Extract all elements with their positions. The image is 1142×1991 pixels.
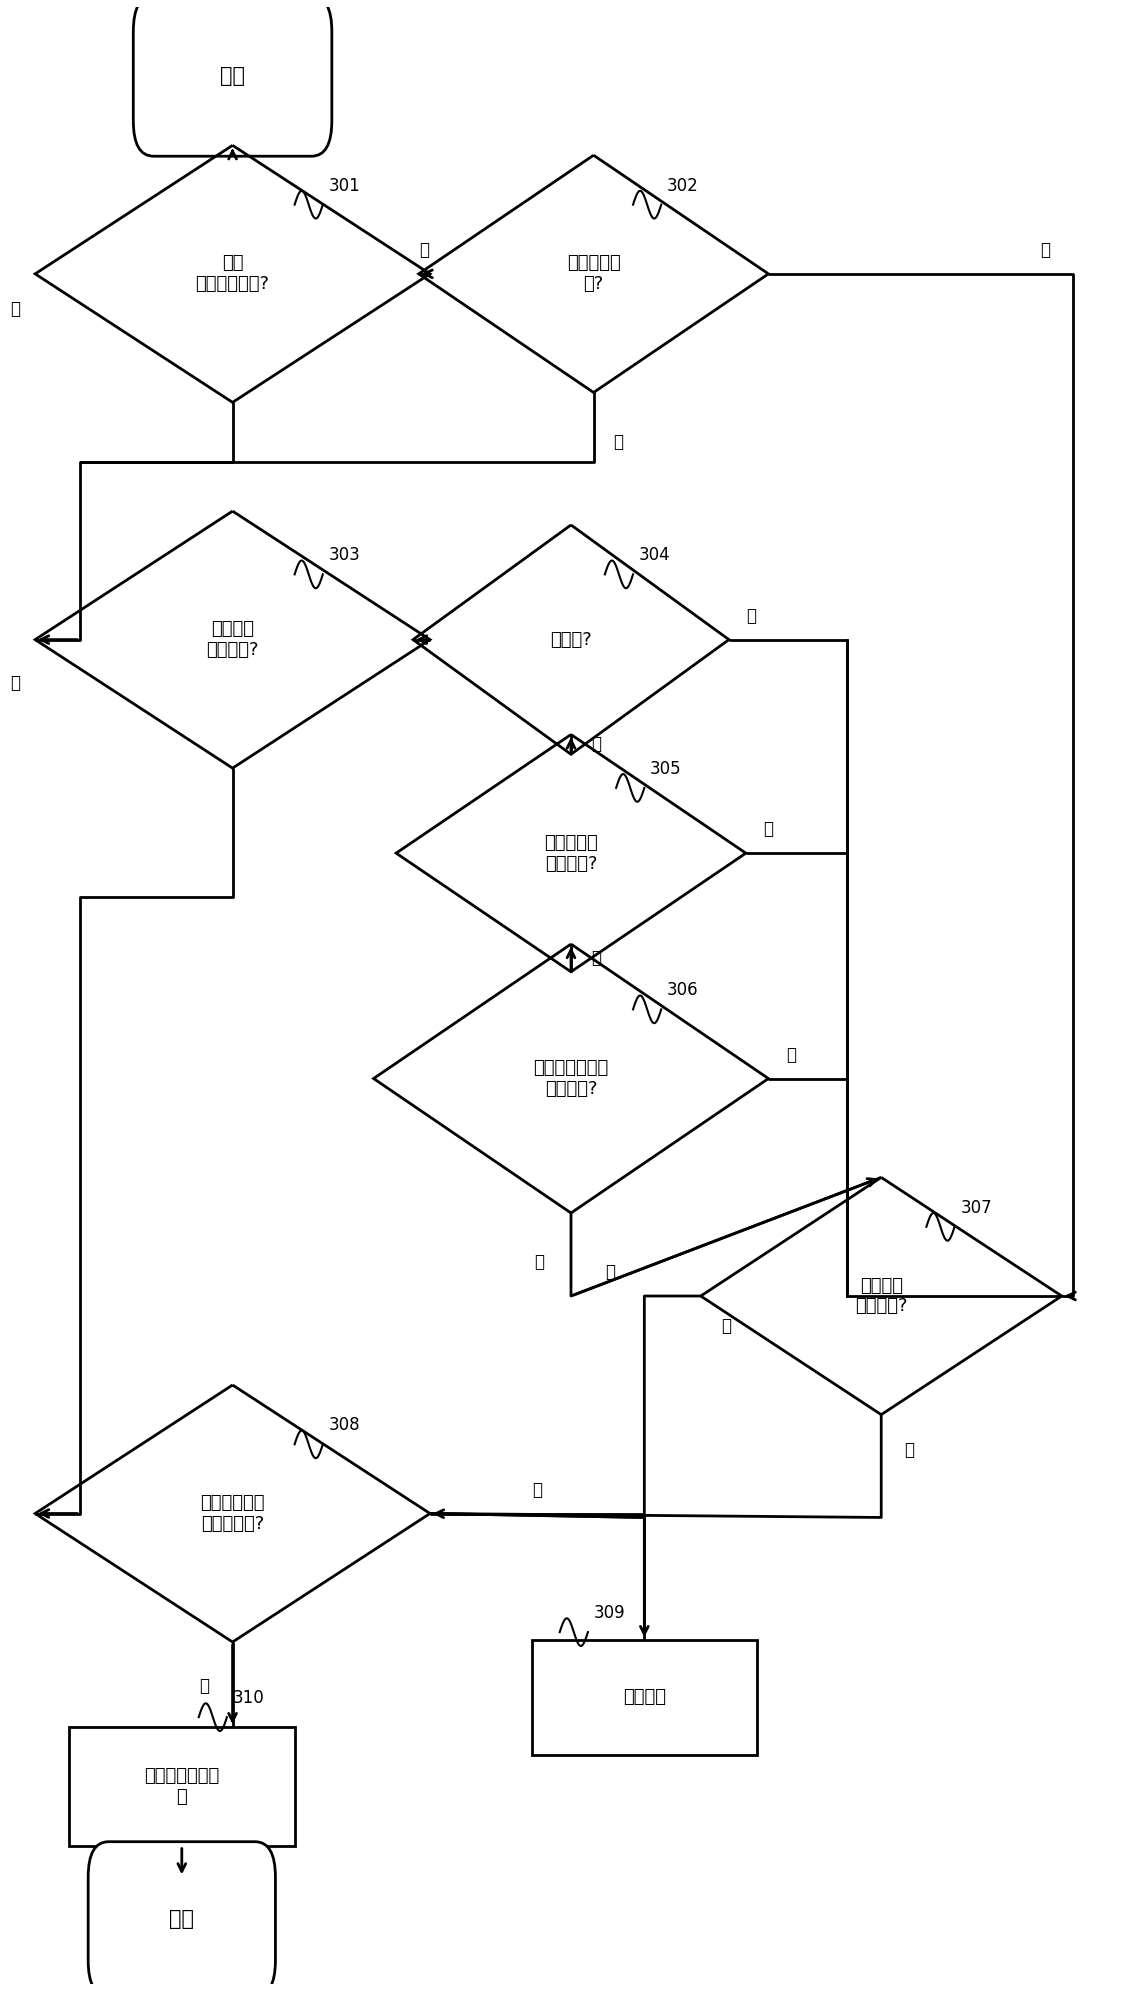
Polygon shape — [35, 1386, 431, 1643]
Polygon shape — [419, 155, 769, 392]
Polygon shape — [413, 526, 729, 755]
Text: 有绿闪?: 有绿闪? — [550, 631, 592, 649]
Text: 大于第一
预设密度?: 大于第一 预设密度? — [207, 621, 259, 659]
Polygon shape — [373, 944, 769, 1213]
Text: 310: 310 — [233, 1688, 264, 1706]
Text: 是: 是 — [763, 820, 773, 838]
Text: 开始: 开始 — [220, 66, 246, 86]
Text: 306: 306 — [667, 982, 699, 999]
Text: 结束: 结束 — [169, 1909, 194, 1929]
Text: 304: 304 — [638, 546, 670, 565]
Text: 否: 否 — [904, 1441, 915, 1459]
Text: 延长第一预设时
长: 延长第一预设时 长 — [144, 1766, 219, 1806]
Text: 305: 305 — [650, 761, 682, 778]
Text: 是: 是 — [747, 607, 756, 625]
Polygon shape — [35, 145, 431, 402]
Text: 大于第二
预设密度?: 大于第二 预设密度? — [855, 1276, 908, 1316]
Text: 302: 302 — [667, 177, 699, 195]
Polygon shape — [35, 512, 431, 769]
Text: 大于或等于最
大绿灯时长?: 大于或等于最 大绿灯时长? — [200, 1493, 265, 1533]
Text: 是: 是 — [532, 1481, 542, 1499]
Text: 307: 307 — [960, 1199, 991, 1217]
Text: 是: 是 — [10, 675, 19, 693]
Polygon shape — [701, 1177, 1062, 1416]
Text: 否: 否 — [419, 241, 429, 259]
Text: 是: 是 — [605, 1264, 616, 1282]
Bar — [531, 1641, 757, 1754]
Text: 延长了第一
预设时长?: 延长了第一 预设时长? — [544, 834, 598, 872]
FancyBboxPatch shape — [134, 0, 332, 155]
Text: 否: 否 — [200, 1676, 209, 1694]
Text: 切换相位: 切换相位 — [622, 1688, 666, 1706]
Text: 309: 309 — [594, 1605, 625, 1623]
Text: 是: 是 — [721, 1316, 731, 1334]
Text: 301: 301 — [329, 177, 360, 195]
FancyBboxPatch shape — [88, 1842, 275, 1991]
Text: 出口道到溢
出?: 出口道到溢 出? — [566, 255, 620, 293]
Text: 303: 303 — [329, 546, 360, 565]
Text: 是: 是 — [10, 301, 19, 319]
Text: 大于
检测区的长度?: 大于 检测区的长度? — [195, 255, 270, 293]
Text: 否: 否 — [590, 950, 601, 968]
Text: 是: 是 — [1040, 241, 1049, 259]
Text: 308: 308 — [329, 1416, 360, 1434]
Text: 否: 否 — [786, 1045, 796, 1063]
Text: 是: 是 — [534, 1254, 545, 1272]
Bar — [69, 1726, 295, 1846]
Text: 否: 否 — [613, 432, 624, 450]
Polygon shape — [396, 735, 746, 972]
Text: 否: 否 — [590, 735, 601, 753]
Text: 预设长度内有排
队的车辆?: 预设长度内有排 队的车辆? — [533, 1059, 609, 1097]
